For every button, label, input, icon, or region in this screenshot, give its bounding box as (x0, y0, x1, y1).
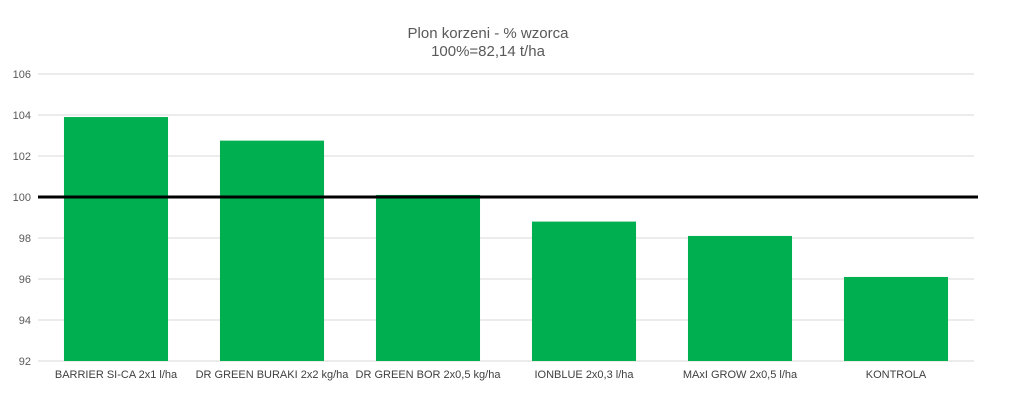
y-tick-label: 92 (19, 356, 31, 368)
y-tick-label: 94 (19, 315, 31, 327)
bar (843, 276, 949, 361)
bar (375, 194, 481, 361)
x-category-label: KONTROLA (866, 369, 927, 381)
bars (63, 117, 949, 361)
y-tick-label: 98 (19, 233, 31, 245)
x-category-label: MAxI GROW 2x0,5 l/ha (683, 369, 798, 381)
y-tick-label: 106 (13, 69, 31, 81)
y-tick-label: 96 (19, 274, 31, 286)
y-tick-label: 100 (13, 192, 31, 204)
x-category-label: DR GREEN BOR 2x0,5 kg/ha (356, 369, 502, 381)
x-axis-categories: BARRIER SI-CA 2x1 l/ha DR GREEN BURAKI 2x… (55, 369, 927, 381)
bar (687, 235, 793, 361)
bar (63, 117, 169, 361)
y-tick-label: 104 (13, 110, 31, 122)
x-category-label: DR GREEN BURAKI 2x2 kg/ha (196, 369, 350, 381)
bar (531, 221, 637, 361)
bar (219, 140, 325, 361)
gridlines (38, 73, 974, 362)
chart-subtitle: 100%=82,14 t/ha (431, 43, 546, 60)
y-tick-label: 102 (13, 151, 31, 163)
chart-title: Plon korzeni - % wzorca (408, 25, 570, 42)
x-category-label: BARRIER SI-CA 2x1 l/ha (55, 369, 178, 381)
x-category-label: IONBLUE 2x0,3 l/ha (534, 369, 634, 381)
y-axis-ticks: 92 94 96 98 100 102 104 106 (13, 69, 31, 368)
